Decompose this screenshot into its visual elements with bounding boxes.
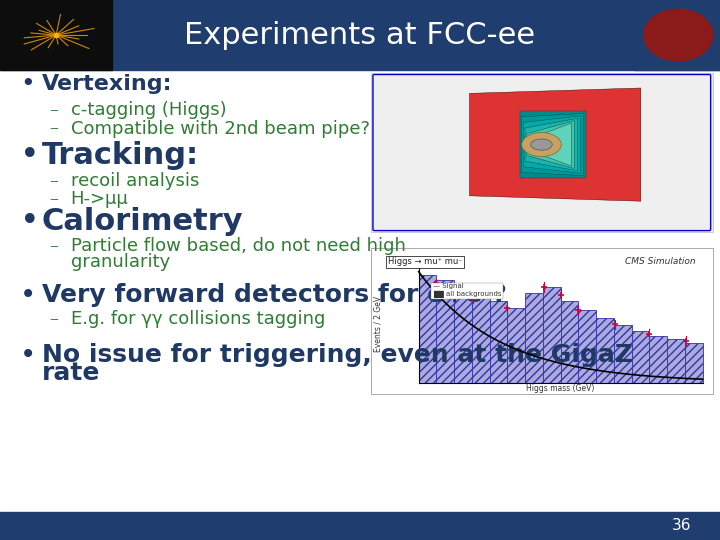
Text: •: •: [20, 205, 40, 238]
Text: recoil analysis: recoil analysis: [71, 172, 199, 191]
Text: •: •: [20, 281, 37, 309]
Text: 36: 36: [672, 518, 691, 534]
Bar: [472, 294, 490, 382]
Text: c-tagging (Higgs): c-tagging (Higgs): [71, 100, 226, 119]
Text: H->μμ: H->μμ: [71, 190, 128, 208]
Text: •: •: [20, 341, 37, 369]
Bar: [578, 310, 596, 382]
Bar: [490, 301, 508, 382]
Text: Higgs → mu⁺ mu⁻: Higgs → mu⁺ mu⁻: [388, 257, 462, 266]
Bar: [371, 248, 713, 394]
Bar: [454, 287, 472, 382]
Circle shape: [644, 9, 713, 61]
Polygon shape: [527, 120, 575, 168]
Polygon shape: [505, 113, 600, 176]
Text: –: –: [50, 119, 58, 138]
Text: Higgs mass (GeV): Higgs mass (GeV): [526, 384, 595, 393]
Polygon shape: [523, 116, 580, 173]
Bar: [634, 0, 720, 70]
Circle shape: [647, 12, 709, 58]
Text: CMS Simulation: CMS Simulation: [625, 257, 696, 266]
Text: — Signal
██ all backgrounds: — Signal ██ all backgrounds: [433, 284, 501, 298]
Bar: [0, 0, 720, 70]
Text: Very forward detectors for e+e-?: Very forward detectors for e+e-?: [42, 283, 507, 307]
Text: rate: rate: [42, 361, 100, 384]
Text: No issue for triggering, even at the GigaZ: No issue for triggering, even at the Gig…: [42, 343, 633, 367]
Bar: [561, 301, 578, 382]
Ellipse shape: [531, 139, 552, 150]
Text: Vertexing:: Vertexing:: [42, 73, 172, 94]
Polygon shape: [497, 107, 611, 183]
Polygon shape: [528, 123, 572, 166]
Circle shape: [662, 23, 694, 47]
Text: granularity: granularity: [71, 253, 170, 271]
Text: –: –: [50, 190, 58, 208]
Bar: [0, 0, 112, 70]
Text: •: •: [20, 139, 40, 172]
Text: Tracking:: Tracking:: [42, 141, 199, 170]
Polygon shape: [478, 94, 631, 195]
Text: –: –: [50, 100, 58, 119]
Polygon shape: [469, 88, 641, 201]
Text: –: –: [50, 309, 58, 328]
Text: –: –: [50, 237, 58, 255]
Bar: [596, 319, 614, 382]
Ellipse shape: [522, 133, 562, 157]
Text: –: –: [50, 172, 58, 191]
Text: Experiments at FCC-ee: Experiments at FCC-ee: [184, 21, 536, 50]
Bar: [525, 293, 543, 382]
Bar: [685, 343, 703, 382]
Polygon shape: [521, 113, 583, 176]
Text: Events / 2 GeV: Events / 2 GeV: [373, 296, 382, 352]
Bar: [667, 339, 685, 382]
Bar: [614, 326, 631, 382]
Text: E.g. for γγ collisions tagging: E.g. for γγ collisions tagging: [71, 309, 325, 328]
Bar: [508, 308, 525, 382]
Bar: [419, 275, 436, 382]
Bar: [436, 280, 454, 382]
Text: •: •: [20, 72, 35, 96]
Polygon shape: [487, 100, 621, 189]
Text: Particle flow based, do not need high: Particle flow based, do not need high: [71, 237, 405, 255]
Text: Calorimetry: Calorimetry: [42, 207, 243, 236]
Bar: [371, 73, 713, 232]
Bar: [631, 331, 649, 382]
Text: Compatible with 2nd beam pipe?: Compatible with 2nd beam pipe?: [71, 119, 369, 138]
Bar: [0, 512, 720, 540]
Bar: [543, 287, 561, 382]
Circle shape: [654, 17, 702, 53]
Bar: [371, 73, 713, 232]
Polygon shape: [520, 111, 587, 178]
Bar: [649, 336, 667, 382]
Polygon shape: [525, 118, 577, 171]
